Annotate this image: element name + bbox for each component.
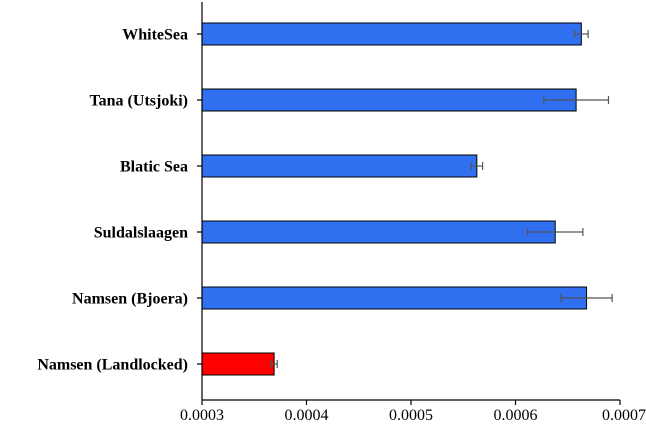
error-bar-5 bbox=[270, 360, 278, 368]
error-bar-2 bbox=[470, 162, 484, 170]
bar-2 bbox=[201, 154, 478, 178]
x-tick-label: 0.0004 bbox=[285, 407, 329, 424]
bar-3 bbox=[201, 220, 556, 244]
error-bars-layer bbox=[270, 30, 613, 368]
category-label: Namsen (Landlocked) bbox=[37, 357, 188, 374]
category-label: Suldalslaagen bbox=[94, 225, 188, 242]
error-bar-0 bbox=[573, 30, 589, 38]
x-tick-label: 0.0003 bbox=[180, 407, 224, 424]
category-label: WhiteSea bbox=[122, 27, 188, 44]
x-axis-ticks: 0.0003 0.0004 0.0005 0.0006 0.0007 bbox=[180, 400, 646, 424]
category-label: Blatic Sea bbox=[120, 159, 188, 176]
bar-0 bbox=[201, 22, 582, 46]
x-tick-label: 0.0005 bbox=[389, 407, 433, 424]
error-bar-3 bbox=[526, 228, 584, 236]
category-label: Tana (Utsjoki) bbox=[89, 93, 188, 110]
error-bar-1 bbox=[543, 96, 610, 104]
error-bar-4 bbox=[560, 294, 613, 302]
bar-1 bbox=[201, 88, 577, 112]
category-labels: WhiteSea Tana (Utsjoki) Blatic Sea Suldalsl… bbox=[37, 27, 202, 374]
category-label: Namsen (Bjoera) bbox=[72, 291, 188, 308]
bar-4 bbox=[201, 286, 588, 310]
bar-5 bbox=[201, 352, 275, 376]
x-tick-label: 0.0007 bbox=[602, 407, 646, 424]
x-tick-label: 0.0006 bbox=[494, 407, 538, 424]
bars-layer bbox=[201, 22, 588, 376]
